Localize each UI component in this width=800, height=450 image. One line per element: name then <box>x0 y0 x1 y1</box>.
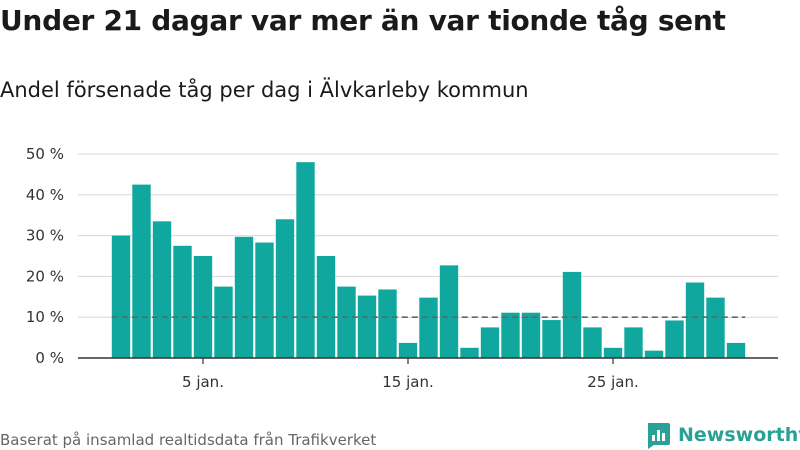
bar <box>726 342 746 358</box>
bar <box>275 219 295 358</box>
axes: 0 % 10 % 20 % 30 % 40 % 50 % 5 jan. 15 jan. 25 j… <box>26 145 778 391</box>
bar <box>521 312 541 358</box>
bar <box>357 295 377 358</box>
bar <box>296 162 315 358</box>
bar <box>316 256 336 358</box>
bar <box>337 286 356 358</box>
bar <box>398 342 418 358</box>
bar <box>624 327 643 358</box>
y-tick-label: 50 % <box>26 145 64 163</box>
chart-subtitle: Andel försenade tåg per dag i Älvkarleby… <box>0 78 529 102</box>
bar <box>439 265 459 358</box>
bar <box>193 256 213 358</box>
bar <box>685 282 705 358</box>
bar <box>152 221 172 358</box>
y-tick-label: 0 % <box>35 349 64 367</box>
bar <box>460 347 479 358</box>
y-tick-label: 30 % <box>26 227 64 245</box>
bar <box>132 184 151 358</box>
bar <box>542 320 561 358</box>
brand-logo: Newsworthy <box>644 420 800 450</box>
bar <box>214 286 233 358</box>
brand-name: Newsworthy <box>678 424 800 446</box>
bar <box>378 289 397 358</box>
source-note: Baserat på insamlad realtidsdata från Tr… <box>0 431 377 449</box>
bar <box>111 235 131 358</box>
bar <box>603 347 623 358</box>
x-tick-label: 5 jan. <box>182 373 224 391</box>
y-tick-label: 20 % <box>26 267 64 285</box>
bar <box>562 271 582 358</box>
newsworthy-logo-icon <box>648 423 670 449</box>
bars <box>111 162 746 358</box>
bar <box>706 297 725 358</box>
bar <box>665 320 684 358</box>
bar <box>480 327 500 358</box>
x-tick-label: 25 jan. <box>587 373 639 391</box>
chart-title: Under 21 dagar var mer än var tionde tåg… <box>0 4 726 37</box>
bar-chart: 0 % 10 % 20 % 30 % 40 % 50 % 5 jan. 15 jan. 25 j… <box>26 145 778 391</box>
bar <box>234 236 254 358</box>
x-tick-label: 15 jan. <box>382 373 434 391</box>
bar <box>501 312 520 358</box>
bar <box>173 245 192 358</box>
y-tick-label: 10 % <box>26 308 64 326</box>
bar <box>255 242 274 358</box>
y-tick-label: 40 % <box>26 186 64 204</box>
bar <box>419 297 438 358</box>
bar <box>583 327 602 358</box>
bar <box>644 350 664 358</box>
